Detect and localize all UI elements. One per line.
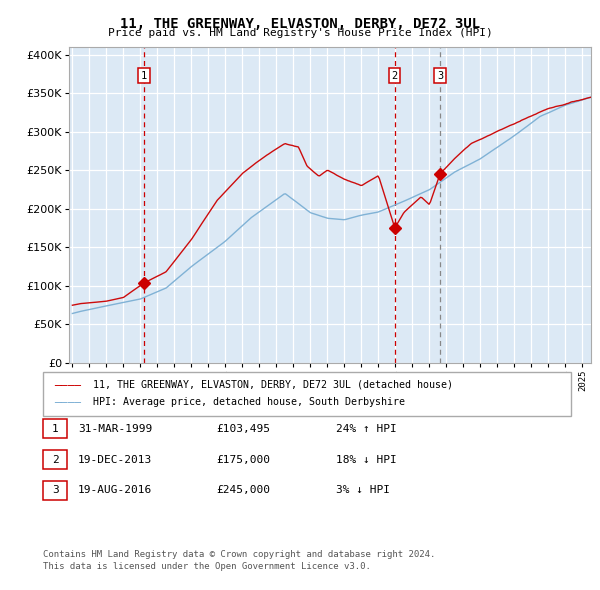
Text: 1: 1 — [141, 71, 147, 81]
Text: Contains HM Land Registry data © Crown copyright and database right 2024.: Contains HM Land Registry data © Crown c… — [43, 550, 436, 559]
Text: 2: 2 — [392, 71, 398, 81]
Text: Price paid vs. HM Land Registry's House Price Index (HPI): Price paid vs. HM Land Registry's House … — [107, 28, 493, 38]
Text: 18% ↓ HPI: 18% ↓ HPI — [336, 455, 397, 464]
Text: 2: 2 — [52, 455, 59, 464]
Text: 19-AUG-2016: 19-AUG-2016 — [78, 486, 152, 495]
Text: 3: 3 — [437, 71, 443, 81]
Text: 24% ↑ HPI: 24% ↑ HPI — [336, 424, 397, 434]
Text: 3% ↓ HPI: 3% ↓ HPI — [336, 486, 390, 495]
Text: ────: ──── — [54, 380, 81, 389]
Text: 1: 1 — [52, 424, 59, 434]
Text: £175,000: £175,000 — [216, 455, 270, 464]
Text: ────: ──── — [54, 398, 81, 407]
Text: 11, THE GREENWAY, ELVASTON, DERBY, DE72 3UL: 11, THE GREENWAY, ELVASTON, DERBY, DE72 … — [120, 17, 480, 31]
Text: 19-DEC-2013: 19-DEC-2013 — [78, 455, 152, 464]
Text: This data is licensed under the Open Government Licence v3.0.: This data is licensed under the Open Gov… — [43, 562, 371, 571]
Text: 11, THE GREENWAY, ELVASTON, DERBY, DE72 3UL (detached house): 11, THE GREENWAY, ELVASTON, DERBY, DE72 … — [93, 380, 453, 389]
Text: HPI: Average price, detached house, South Derbyshire: HPI: Average price, detached house, Sout… — [93, 398, 405, 407]
Text: 31-MAR-1999: 31-MAR-1999 — [78, 424, 152, 434]
Text: £103,495: £103,495 — [216, 424, 270, 434]
Text: 3: 3 — [52, 486, 59, 495]
Text: £245,000: £245,000 — [216, 486, 270, 495]
